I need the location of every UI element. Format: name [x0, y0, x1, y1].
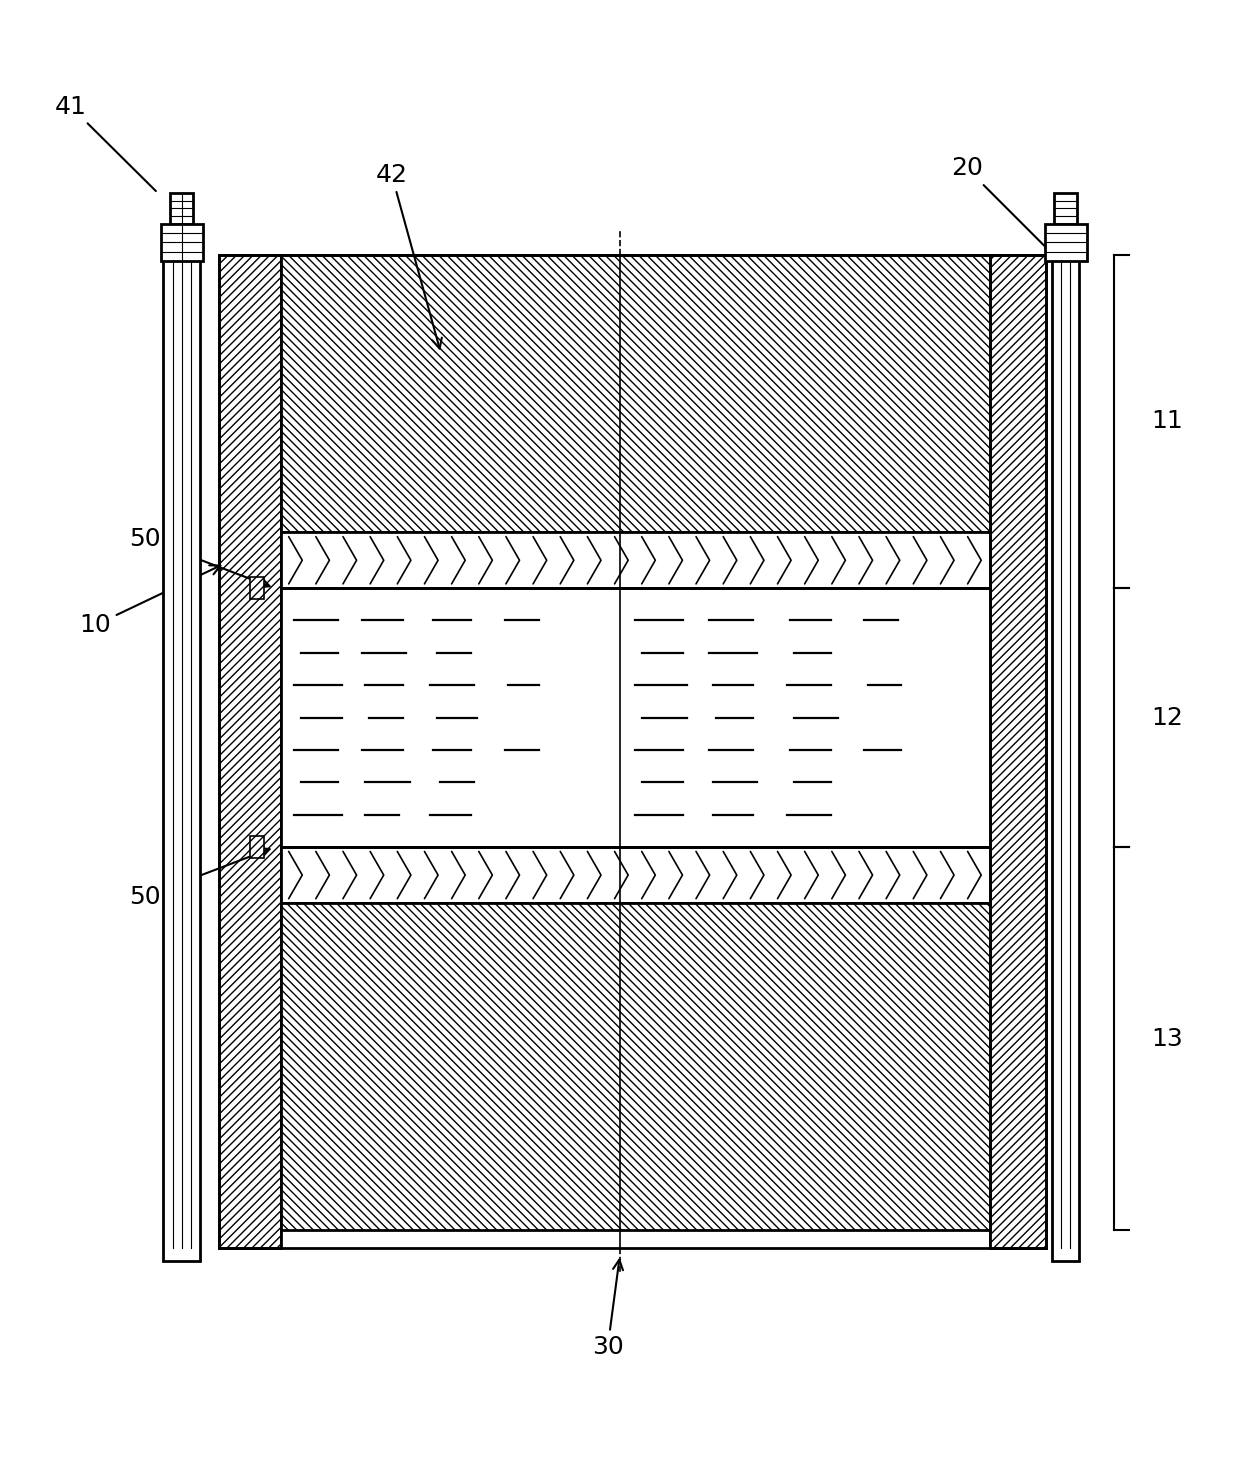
- Text: 30: 30: [591, 1260, 624, 1359]
- Bar: [161, 223, 203, 261]
- Bar: [1052, 242, 1079, 1261]
- Bar: [280, 533, 991, 588]
- Bar: [249, 577, 264, 599]
- Bar: [1044, 223, 1086, 261]
- Text: 13: 13: [1151, 1026, 1183, 1051]
- Bar: [218, 254, 280, 1248]
- Bar: [1054, 193, 1078, 223]
- Text: 42: 42: [376, 162, 441, 349]
- Bar: [280, 588, 991, 847]
- Bar: [280, 902, 991, 1229]
- Text: 12: 12: [1151, 705, 1183, 730]
- Text: 20: 20: [951, 156, 1061, 263]
- Bar: [280, 254, 991, 533]
- Text: 50: 50: [129, 527, 269, 587]
- Text: 10: 10: [79, 565, 221, 637]
- Bar: [164, 242, 201, 1261]
- Text: 50: 50: [129, 848, 269, 908]
- Bar: [280, 847, 991, 902]
- Text: 11: 11: [1151, 409, 1183, 434]
- Text: 41: 41: [55, 95, 156, 191]
- Bar: [249, 837, 264, 858]
- Bar: [991, 254, 1045, 1248]
- Bar: [170, 193, 193, 223]
